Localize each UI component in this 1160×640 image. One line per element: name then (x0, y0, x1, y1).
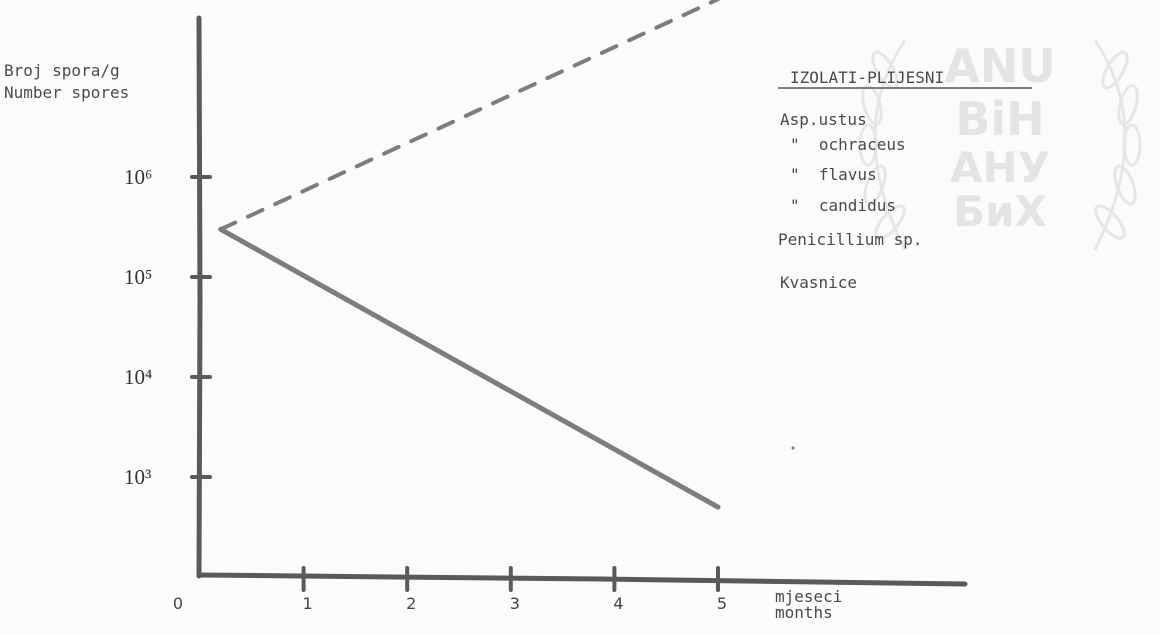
y-tick-label: 10⁴ (124, 365, 152, 389)
x-tick-label: 4 (613, 594, 623, 613)
y-tick-label: 10³ (124, 465, 151, 489)
x-tick-label: 2 (406, 594, 416, 613)
legend-title: IZOLATI-PLIJESNI (790, 68, 944, 87)
x-axis-label-line-1: mjeseci (775, 587, 842, 606)
dashed-series-line (218, 0, 720, 232)
legend-item: Kvasnice (780, 273, 857, 292)
legend-item: " ochraceus (790, 135, 906, 154)
legend-item: " flavus (790, 165, 877, 184)
legend-item: Asp.ustus (780, 110, 867, 129)
y-axis-label-line-1: Broj spora/g (4, 61, 120, 80)
legend: IZOLATI-PLIJESNI Asp.ustus " ochraceus "… (778, 68, 1032, 292)
x-axis-label-line-2: months (775, 603, 833, 622)
legend-item: Penicillium sp. (778, 230, 923, 249)
watermark-line-2: BiH (955, 92, 1044, 146)
watermark-line-1: ANU (944, 39, 1055, 93)
x-tick-label: 1 (303, 594, 313, 613)
y-axis-label-line-2: Number spores (4, 83, 129, 102)
y-tick-label: 10⁶ (124, 165, 152, 189)
anu-bih-watermark: ANU BiH АНУ БиХ (858, 39, 1142, 251)
watermark-line-4: БиХ (953, 187, 1047, 236)
legend-item: " candidus (790, 196, 896, 215)
x-tick-label: 0 (173, 594, 183, 613)
y-tick-label: 10⁵ (124, 265, 152, 289)
laurel-wreath-icon (858, 39, 1142, 251)
solid-series-line (218, 226, 721, 510)
x-tick-label: 5 (717, 594, 727, 613)
axes (196, 15, 968, 587)
scan-speck (791, 446, 795, 450)
y-axis-line (196, 15, 203, 579)
series-lines (218, 0, 721, 510)
x-axis-line (196, 572, 968, 587)
x-ticks: 0 1 2 3 4 5 (173, 566, 727, 613)
x-tick-label: 3 (510, 594, 520, 613)
y-ticks: 10³ 10⁴ 10⁵ 10⁶ (124, 165, 212, 489)
watermark-line-3: АНУ (950, 143, 1050, 192)
